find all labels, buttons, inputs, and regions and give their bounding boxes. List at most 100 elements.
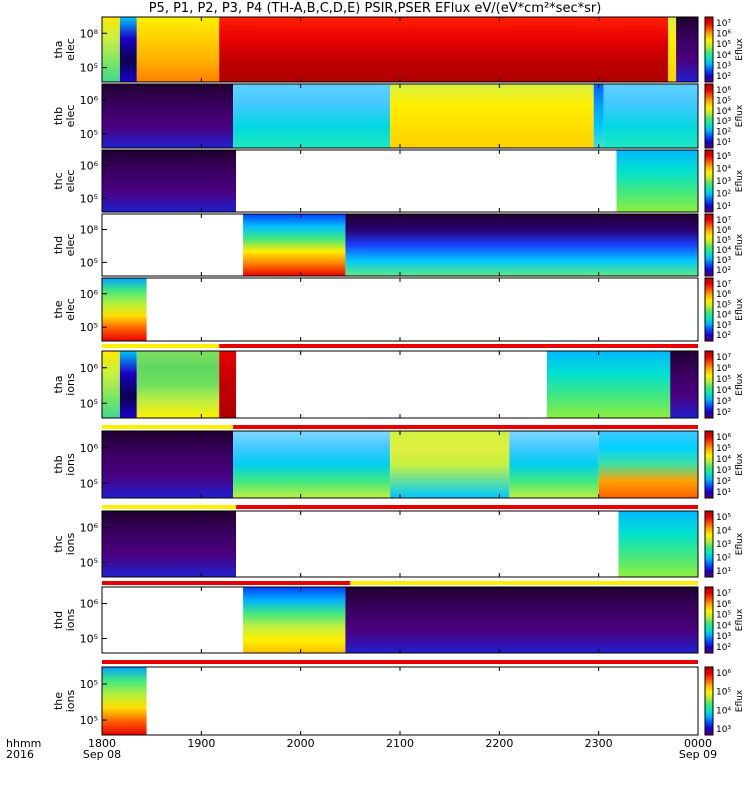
x-tick-label: 1800 — [88, 737, 116, 750]
x-tick-date: Sep 09 — [679, 748, 717, 761]
x-tick-label: 2300 — [585, 737, 613, 750]
spectrogram-block — [102, 351, 120, 418]
colorbar-tick-label: 10¹ — [716, 138, 731, 148]
y-tick-label: 10⁶ — [80, 160, 99, 173]
mode-bar-segment — [102, 505, 237, 509]
panel-ylabel-top: thc — [52, 172, 65, 189]
colorbar-tick-label: 10³ — [716, 540, 731, 550]
colorbar-tick-label: 10² — [716, 266, 731, 276]
colorbar — [704, 666, 714, 736]
x-corner-label-hhmm: hhmm — [6, 737, 41, 750]
spectrogram-block — [547, 351, 671, 418]
x-tick-label: 1900 — [187, 737, 215, 750]
y-tick-label: 10⁵ — [80, 256, 98, 269]
panel-ylabel-top: tha — [52, 40, 65, 58]
colorbar-tick-label: 10² — [716, 331, 731, 341]
spectrogram-block — [618, 511, 698, 577]
y-tick-label: 10⁶ — [80, 288, 99, 301]
colorbar-tick-label: 10⁵ — [716, 688, 731, 698]
colorbar-tick-label: 10² — [716, 554, 731, 564]
spectrogram-block — [233, 431, 390, 498]
colorbar-tick-label: 10⁷ — [716, 353, 731, 363]
spectrogram-block — [102, 511, 237, 577]
colorbar-tick-label: 10⁴ — [716, 527, 731, 537]
colorbar-label: Eflux — [735, 608, 745, 631]
spectrogram-block — [390, 84, 594, 148]
spectrogram-block — [236, 150, 617, 212]
spectrogram-block — [119, 17, 137, 82]
spectrogram-block — [146, 278, 698, 341]
colorbar-tick-label: 10⁷ — [716, 280, 731, 290]
mode-bar-segment — [102, 660, 698, 664]
spectrogram-block — [119, 351, 137, 418]
colorbar-tick-label: 10² — [716, 128, 731, 138]
panel-ylabel-top: the — [52, 692, 65, 710]
spectrogram-block — [603, 84, 698, 148]
spectrogram-block — [616, 150, 698, 212]
x-tick-label: 0000 — [684, 737, 712, 750]
x-tick-label: 2000 — [287, 737, 315, 750]
colorbar-tick-label: 10⁴ — [716, 455, 731, 465]
colorbar-tick-label: 10³ — [716, 397, 731, 407]
panel-ylabel-bottom: ions — [64, 453, 77, 476]
colorbar-tick-label: 10⁵ — [716, 444, 731, 454]
colorbar-label: Eflux — [735, 532, 745, 555]
panel-ylabel-top: thb — [52, 107, 65, 125]
y-tick-label: 10⁵ — [80, 556, 98, 569]
spectrogram-block — [146, 667, 698, 735]
y-tick-label: 10⁶ — [80, 442, 99, 455]
colorbar-tick-label: 10⁶ — [716, 600, 731, 610]
y-tick-label: 10⁵ — [80, 192, 98, 205]
colorbar-tick-label: 10³ — [716, 61, 731, 71]
colorbar — [704, 350, 714, 419]
x-tick-label: 2100 — [386, 737, 414, 750]
y-tick-label: 10⁵ — [80, 321, 98, 334]
y-tick-label: 10⁵ — [80, 678, 98, 691]
mode-bar-segment — [350, 581, 698, 585]
colorbar-label: Eflux — [735, 233, 745, 256]
colorbar-tick-label: 10² — [716, 477, 731, 487]
mode-bar-segment — [102, 581, 351, 585]
colorbar-tick-label: 10³ — [716, 177, 731, 187]
spectrogram-block — [243, 587, 346, 653]
panel-ylabel-bottom: elec — [64, 105, 77, 128]
panel-ylabel-bottom: ions — [64, 689, 77, 712]
colorbar-tick-label: 10⁴ — [716, 165, 731, 175]
colorbar-tick-label: 10⁵ — [716, 40, 731, 50]
spectrogram-block — [668, 17, 677, 82]
panel-ylabel-top: thc — [52, 535, 65, 552]
colorbar-tick-label: 10³ — [716, 117, 731, 127]
colorbar-tick-label: 10⁷ — [716, 216, 731, 226]
spectrogram-block — [136, 351, 220, 418]
colorbar — [704, 16, 714, 83]
colorbar-tick-label: 10⁴ — [716, 311, 731, 321]
y-tick-label: 10⁸ — [80, 27, 99, 40]
colorbar-tick-label: 10³ — [716, 466, 731, 476]
spectrogram-block — [593, 84, 604, 148]
y-tick-label: 10⁶ — [80, 94, 99, 107]
colorbar-tick-label: 10⁵ — [716, 375, 731, 385]
colorbar-label: Eflux — [735, 38, 745, 61]
colorbar-tick-label: 10¹ — [716, 202, 731, 212]
mode-bar-segment — [233, 425, 698, 429]
mode-bar-segment — [102, 344, 220, 348]
colorbar — [704, 586, 714, 654]
panel-ylabel-bottom: ions — [64, 608, 77, 631]
colorbar-tick-label: 10² — [716, 408, 731, 418]
spectrogram-block — [102, 667, 147, 735]
y-tick-label: 10⁸ — [80, 224, 99, 237]
colorbar-tick-label: 10⁶ — [716, 30, 731, 40]
panel-ylabel-bottom: ions — [64, 532, 77, 555]
spectrogram-block — [345, 214, 698, 276]
colorbar-tick-label: 10⁷ — [716, 589, 731, 599]
spectrogram-block — [233, 84, 390, 148]
panel-ylabel-top: the — [52, 300, 65, 318]
colorbar-label: Eflux — [735, 689, 745, 712]
colorbar-tick-label: 10⁵ — [716, 236, 731, 246]
x-tick-label: 2200 — [485, 737, 513, 750]
spectrogram-block — [102, 587, 244, 653]
spectrogram-block — [219, 351, 237, 418]
spectrogram-block — [102, 431, 234, 498]
colorbar-tick-label: 10¹ — [716, 567, 731, 577]
panel-ylabel-top: thd — [52, 236, 65, 254]
